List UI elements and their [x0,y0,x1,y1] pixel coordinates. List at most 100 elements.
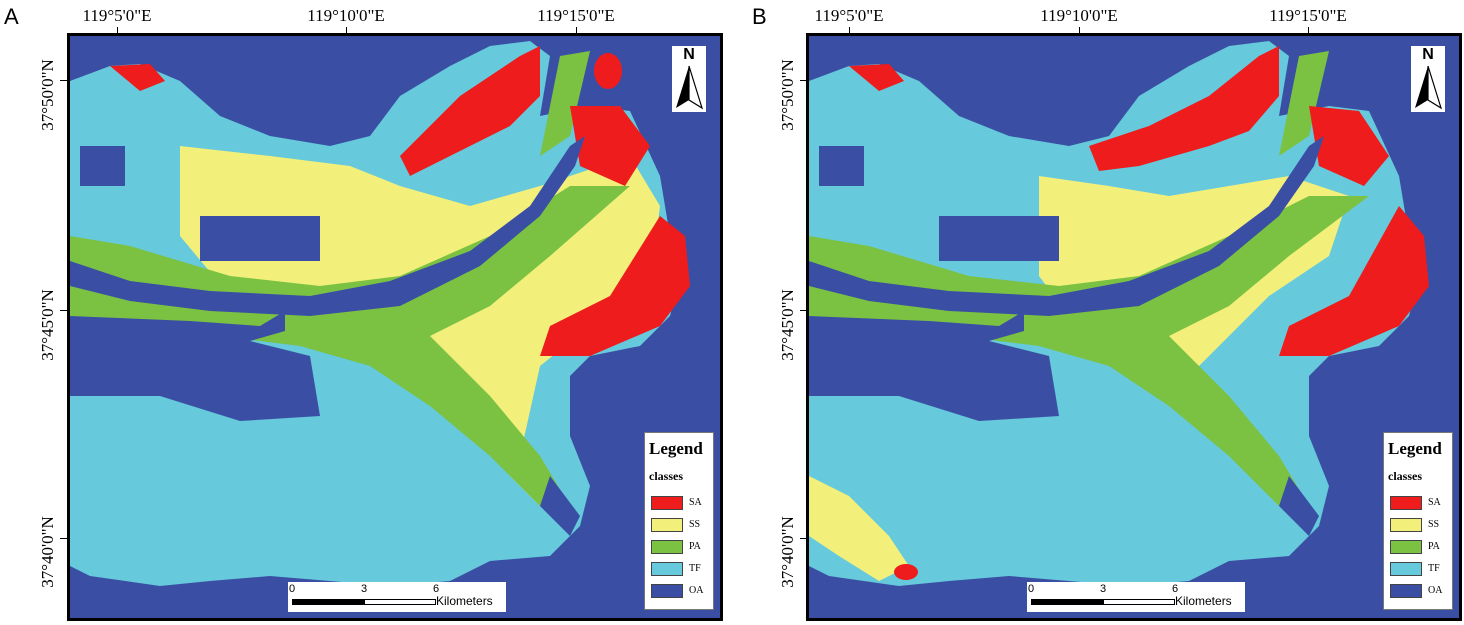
north-arrow: N [672,46,706,112]
legend-label: SA [689,497,702,508]
north-label: N [1422,46,1434,63]
scale-tick-label: 0 [1027,583,1035,595]
legend-item: SA [1390,495,1450,513]
spartina-region [849,64,904,91]
legend-item: PA [651,539,711,557]
north-arrow-icon [676,65,704,110]
legend-label: TF [1428,563,1440,574]
latitude-tick [800,80,807,81]
longitude-tick [1079,27,1080,34]
legend-swatch [1390,562,1422,576]
longitude-tick [1308,27,1309,34]
spartina-region [594,53,622,89]
legend-label: SA [1428,497,1441,508]
scale-unit: Kilometers [436,594,493,608]
legend-item: PA [1390,539,1450,557]
pioneer-area-region [540,51,590,156]
spartina-region [570,106,650,186]
aquaculture-pond [200,216,320,261]
salt-marsh-region [809,476,909,581]
north-arrow: N [1411,46,1445,112]
latitude-tick [60,538,67,539]
spartina-region [1089,46,1279,171]
legend-label: TF [689,563,701,574]
latitude-label: 37°50'0"N [38,59,57,131]
legend-swatch [651,540,683,554]
legend-item: SA [651,495,711,513]
longitude-label: 119°10'0"E [1040,6,1118,25]
scale-unit: Kilometers [1175,594,1232,608]
legend-subtitle: classes [649,469,683,483]
legend: Legend classes SA SS PA TF OA [1383,432,1453,610]
pioneer-area-region [70,186,630,506]
longitude-label: 119°5'0"E [82,6,152,25]
pioneer-area-region [1279,51,1329,156]
scale-tick-label: 6 [432,583,440,595]
legend-swatch [1390,518,1422,532]
latitude-tick [800,310,807,311]
latitude-tick [60,310,67,311]
longitude-tick [117,27,118,34]
legend-swatch [1390,584,1422,598]
legend-swatch [651,496,683,510]
aquaculture-pond [809,326,1059,421]
latitude-label: 37°50'0"N [778,59,797,131]
river-channel [1279,476,1319,536]
scale-bar-segment [1031,599,1103,605]
spartina-region [1279,206,1429,356]
scale-tick-label: 0 [288,583,296,595]
legend-swatch [651,518,683,532]
scale-tick-label: 6 [1171,583,1179,595]
scale-bar: 0 3 6 Kilometers [288,582,506,612]
legend-label: SS [689,519,701,530]
legend: Legend classes SA SS PA TF OA [644,432,714,610]
longitude-label: 119°10'0"E [307,6,385,25]
legend-item: SS [1390,517,1450,535]
legend-label: OA [689,585,704,596]
classification-map [809,41,1429,586]
legend-title: Legend [649,439,703,458]
aquaculture-pond [819,146,864,186]
spartina-region [400,46,540,176]
legend-swatch [1390,540,1422,554]
latitude-tick [800,538,807,539]
scale-tick-label: 3 [360,583,368,595]
river-channel [809,136,1324,316]
aquaculture-pond [80,146,125,186]
latitude-label: 37°45'0"N [778,289,797,361]
map-frame: N Legend classes SA SS PA TF OA 0 3 6 Ki… [806,33,1462,621]
aquaculture-pond [70,326,320,421]
latitude-tick [60,80,67,81]
aquaculture-pond [939,216,1059,261]
legend-subtitle: classes [1388,469,1422,483]
spartina-region [540,216,690,356]
longitude-tick [576,27,577,34]
spartina-region [110,64,165,91]
legend-item: SS [651,517,711,535]
scale-bar-segment [1103,599,1175,605]
longitude-label: 119°5'0"E [814,6,884,25]
legend-label: OA [1428,585,1443,596]
scale-tick-label: 3 [1099,583,1107,595]
legend-swatch [1390,496,1422,510]
classification-map [70,41,690,586]
north-label: N [683,46,695,63]
longitude-tick [849,27,850,34]
map-frame: N Legend classes SA SS PA TF OA 0 3 6 Ki… [67,33,723,621]
legend-label: PA [1428,541,1440,552]
legend-item: TF [651,561,711,579]
pioneer-area-region [809,196,1369,506]
longitude-label: 119°15'0"E [537,6,615,25]
longitude-label: 119°15'0"E [1269,6,1347,25]
spartina-region [894,564,918,580]
scale-bar-segment [364,599,436,605]
legend-item: TF [1390,561,1450,579]
latitude-label: 37°45'0"N [38,289,57,361]
legend-swatch [651,584,683,598]
panel-letter: A [4,4,19,29]
scale-bar: 0 3 6 Kilometers [1027,582,1245,612]
panel-letter: B [752,4,767,29]
latitude-label: 37°40'0"N [38,516,57,588]
longitude-tick [346,27,347,34]
latitude-label: 37°40'0"N [778,516,797,588]
